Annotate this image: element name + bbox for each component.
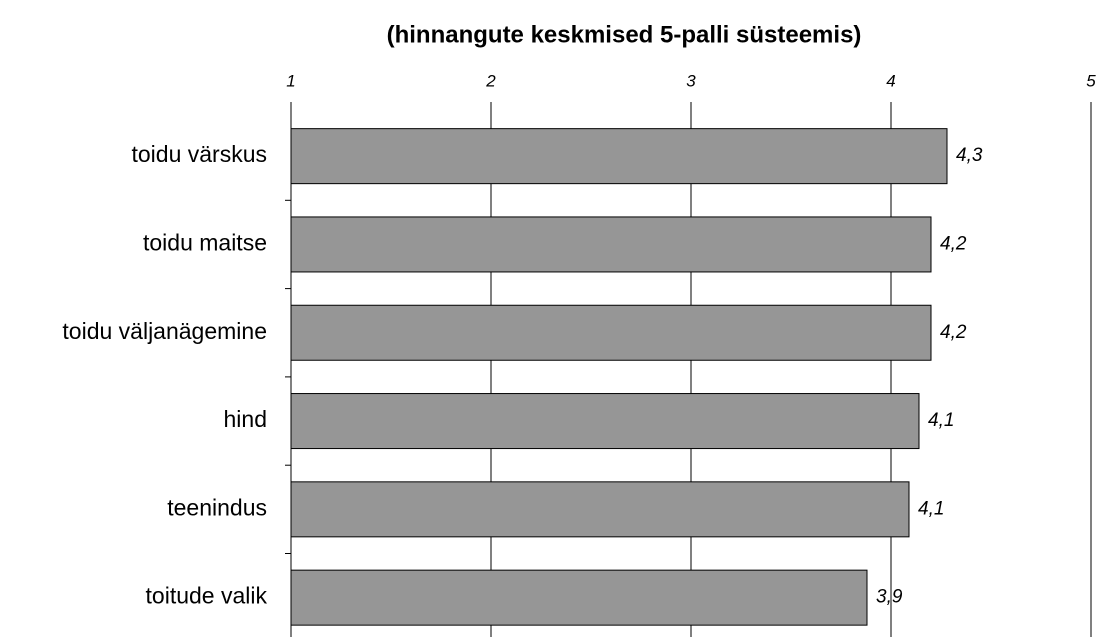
bar xyxy=(290,128,948,185)
y-tick-label: hind xyxy=(224,406,267,432)
y-tick-label: toitude valik xyxy=(146,583,268,609)
value-label: 4,3 xyxy=(956,145,983,166)
value-label: 3,9 xyxy=(876,587,903,608)
bar xyxy=(290,481,910,538)
y-tick-label: teenindus xyxy=(167,494,267,520)
y-tick-label: toidu värskus xyxy=(131,141,267,167)
bar xyxy=(290,393,920,450)
bar xyxy=(290,304,932,361)
x-tick-label: 2 xyxy=(485,71,496,90)
bar xyxy=(290,216,932,273)
value-label: 4,2 xyxy=(940,233,967,254)
chart-title: (hinnangute keskmised 5-palli süsteemis) xyxy=(387,21,862,48)
x-tick-label: 4 xyxy=(886,71,895,90)
value-label: 4,1 xyxy=(918,498,944,519)
bar xyxy=(290,569,868,626)
y-tick-label: toidu maitse xyxy=(143,230,267,256)
x-tick-label: 1 xyxy=(286,71,295,90)
value-label: 4,1 xyxy=(928,410,954,431)
y-tick-label: toidu väljanägemine xyxy=(62,318,267,344)
x-tick-label: 3 xyxy=(686,71,696,90)
value-label: 4,2 xyxy=(940,322,967,343)
x-tick-label: 5 xyxy=(1086,71,1096,90)
